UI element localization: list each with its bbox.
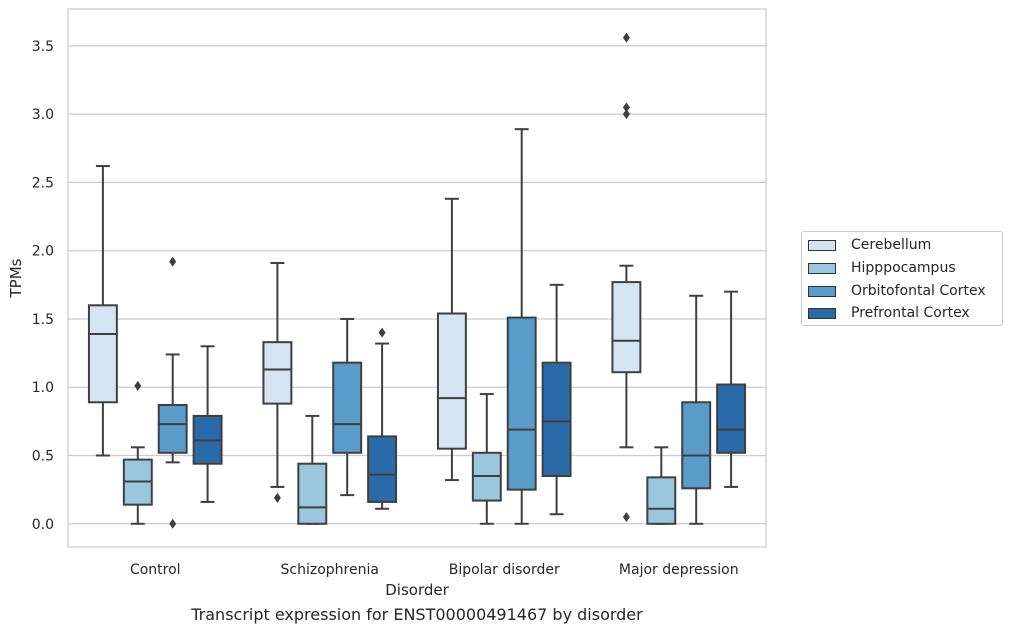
box-plot-area xyxy=(87,32,747,529)
plot-frame xyxy=(67,8,767,548)
y-axis-ticks: 0.0 0.5 1.0 1.5 2.0 2.5 3.0 3.5 xyxy=(32,39,54,533)
box-body-major-depression-hipppocampus xyxy=(646,476,677,525)
gridlines xyxy=(68,45,766,525)
box-body-major-depression-orbitofontal-cortex xyxy=(681,401,712,490)
legend-swatch-orbitofrontal-cortex xyxy=(808,285,836,297)
box-control-orbitofontal-cortex xyxy=(157,256,188,529)
outlier-control-hipppocampus-0 xyxy=(134,380,142,391)
x-tick-label-schizophrenia: Schizophrenia xyxy=(281,562,379,578)
x-axis-ticks: Control Schizophrenia Bipolar disorder Majo… xyxy=(130,562,739,578)
legend-swatch-hippocampus xyxy=(808,262,836,274)
box-body-control-orbitofontal-cortex xyxy=(157,403,188,454)
legend-label-prefrontal-cortex: Prefrontal Cortex xyxy=(851,305,970,321)
box-major-depression-orbitofontal-cortex xyxy=(681,294,712,525)
outlier-schizophrenia-cerebellum-0 xyxy=(273,492,281,503)
box-schizophrenia-hipppocampus xyxy=(297,414,328,525)
legend-label-hippocampus: Hipppocampus xyxy=(851,260,956,276)
box-body-bipolar-disorder-cerebellum xyxy=(436,312,467,450)
box-body-schizophrenia-cerebellum xyxy=(262,341,293,405)
box-major-depression-prefrontal-cortex xyxy=(716,290,747,488)
legend: Cerebellum Hipppocampus Orbitofontal Cor… xyxy=(801,231,1003,326)
box-body-bipolar-disorder-prefrontal-cortex xyxy=(541,361,572,477)
legend-label-orbitofrontal-cortex: Orbitofontal Cortex xyxy=(851,283,986,299)
x-tick-label-control: Control xyxy=(130,562,181,578)
box-body-schizophrenia-orbitofontal-cortex xyxy=(332,361,363,454)
legend-item-cerebellum: Cerebellum xyxy=(808,235,931,255)
y-tick-label-0-0: 0.0 xyxy=(32,517,54,533)
box-body-major-depression-prefrontal-cortex xyxy=(716,383,747,454)
box-body-bipolar-disorder-orbitofontal-cortex xyxy=(506,316,537,491)
box-body-major-depression-cerebellum xyxy=(611,281,642,374)
legend-swatch-cerebellum xyxy=(808,239,836,251)
box-schizophrenia-prefrontal-cortex xyxy=(367,327,398,510)
outlier-major-depression-cerebellum-2 xyxy=(622,109,630,120)
x-axis-title: Disorder xyxy=(385,581,449,599)
outlier-control-orbitofontal-cortex-0 xyxy=(169,256,177,267)
legend-item-prefrontal-cortex: Prefrontal Cortex xyxy=(808,303,970,323)
y-axis-title: TPMs xyxy=(7,258,25,298)
legend-swatch-prefrontal-cortex xyxy=(808,307,836,319)
x-tick-label-major-depression: Major depression xyxy=(619,562,739,578)
box-body-schizophrenia-hipppocampus xyxy=(297,462,328,525)
box-control-prefrontal-cortex xyxy=(192,345,223,503)
box-major-depression-cerebellum xyxy=(611,32,642,522)
box-bipolar-disorder-cerebellum xyxy=(436,197,467,482)
y-tick-label-3-0: 3.0 xyxy=(32,107,54,123)
box-bipolar-disorder-orbitofontal-cortex xyxy=(506,128,537,525)
y-tick-label-1-5: 1.5 xyxy=(32,312,54,328)
outlier-major-depression-cerebellum-0 xyxy=(622,32,630,43)
figure-caption: Transcript expression for ENST0000049146… xyxy=(191,605,643,624)
box-bipolar-disorder-hipppocampus xyxy=(471,393,502,525)
y-tick-label-2-0: 2.0 xyxy=(32,244,54,260)
box-schizophrenia-orbitofontal-cortex xyxy=(332,317,363,497)
legend-item-hippocampus: Hipppocampus xyxy=(808,258,956,278)
box-major-depression-hipppocampus xyxy=(646,446,677,525)
legend-label-cerebellum: Cerebellum xyxy=(851,237,932,253)
box-body-schizophrenia-prefrontal-cortex xyxy=(367,435,398,503)
x-tick-label-bipolar-disorder: Bipolar disorder xyxy=(449,562,560,578)
y-tick-label-1-0: 1.0 xyxy=(32,380,54,396)
y-tick-label-3-5: 3.5 xyxy=(32,39,54,55)
box-schizophrenia-cerebellum xyxy=(262,261,293,503)
y-tick-label-2-5: 2.5 xyxy=(32,175,54,191)
box-body-control-cerebellum xyxy=(87,304,118,404)
box-control-cerebellum xyxy=(87,165,118,457)
legend-item-orbitofrontal-cortex: Orbitofontal Cortex xyxy=(808,281,986,301)
box-bipolar-disorder-prefrontal-cortex xyxy=(541,283,572,516)
box-control-hipppocampus xyxy=(122,380,153,525)
outlier-major-depression-cerebellum-1 xyxy=(622,102,630,113)
outlier-control-orbitofontal-cortex-1 xyxy=(169,518,177,529)
outlier-schizophrenia-prefrontal-cortex-0 xyxy=(378,327,386,338)
y-tick-label-0-5: 0.5 xyxy=(32,449,54,465)
outlier-major-depression-cerebellum-3 xyxy=(622,511,630,522)
